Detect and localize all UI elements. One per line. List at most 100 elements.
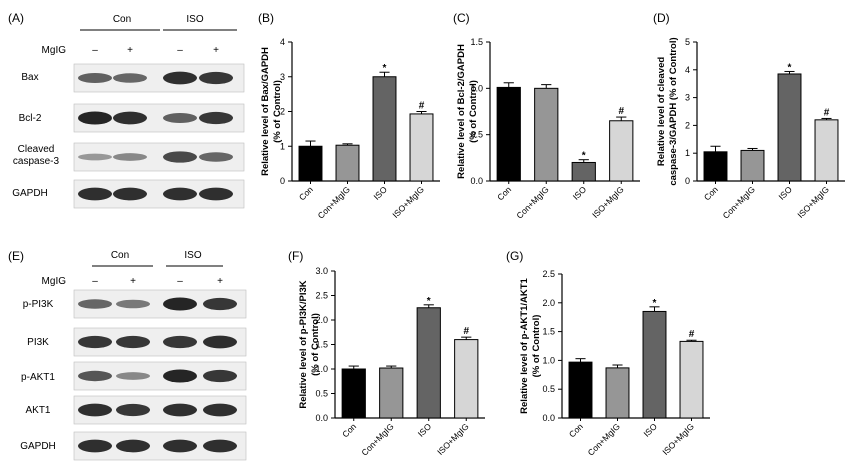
blot-panel-e: (E) Con ISO MgIG – + – + p-PI3K PI3K p-A… bbox=[8, 249, 247, 461]
blot-row-label-cleaved: Cleaved bbox=[18, 144, 55, 155]
blot-band bbox=[113, 73, 147, 83]
y-axis-label: Relative level of p-PI3K/PI3K bbox=[298, 280, 309, 408]
bar bbox=[605, 367, 630, 419]
blot-band bbox=[78, 335, 112, 349]
blot-band bbox=[78, 73, 112, 83]
group-header-iso: ISO bbox=[186, 14, 203, 25]
blot-band bbox=[163, 439, 197, 453]
x-tick-label: Con bbox=[567, 421, 585, 439]
blot-band bbox=[78, 403, 112, 417]
blot-band bbox=[199, 152, 233, 162]
lane-sign: – bbox=[177, 45, 183, 56]
x-tick-label: ISO+MgIG bbox=[660, 421, 696, 457]
bar bbox=[814, 119, 839, 182]
bar bbox=[335, 144, 360, 182]
bar-chart-d: (D) 0 1 2 3 4 5 Relative level of cleaved caspas… bbox=[653, 11, 845, 221]
y-tick-label: 5 bbox=[685, 37, 690, 47]
blot-band bbox=[78, 111, 112, 125]
blot-band bbox=[113, 111, 147, 125]
y-tick-label: 0.5 bbox=[470, 130, 483, 140]
blot-band bbox=[203, 403, 237, 417]
x-tick-label: Con bbox=[297, 184, 315, 202]
blot-band bbox=[78, 370, 112, 382]
y-tick-label: 4 bbox=[685, 65, 690, 75]
blot-row-label-caspase3: caspase-3 bbox=[13, 156, 60, 167]
bar-chart-g: (G) 0.0 0.5 1.0 1.5 2.0 2.5 Relative level of p… bbox=[506, 249, 710, 458]
x-tick-label: Con bbox=[702, 184, 720, 202]
blot-band bbox=[163, 71, 197, 85]
blot-row-label-bax: Bax bbox=[21, 72, 38, 83]
y-tick-label: 0 bbox=[685, 176, 690, 186]
x-tick-label: ISO+MgIG bbox=[795, 184, 831, 220]
significance-mark: * bbox=[653, 298, 657, 309]
y-tick-label: 0.0 bbox=[542, 413, 555, 423]
y-tick-label: 0.0 bbox=[470, 176, 483, 186]
bar bbox=[341, 368, 366, 419]
bar bbox=[534, 87, 559, 182]
blot-band bbox=[78, 299, 112, 309]
blot-band bbox=[199, 187, 233, 201]
blot-band bbox=[78, 153, 112, 161]
blot-band bbox=[203, 369, 237, 383]
panel-label: (G) bbox=[506, 249, 523, 263]
x-tick-label: Con bbox=[495, 184, 513, 202]
y-tick-label: 3 bbox=[280, 72, 285, 82]
y-tick-label: 4 bbox=[280, 37, 285, 47]
x-tick-label: ISO bbox=[371, 184, 389, 202]
x-tick-label: ISO+MgIG bbox=[590, 184, 626, 220]
significance-mark: # bbox=[463, 326, 469, 337]
y-tick-label: 1.5 bbox=[470, 37, 483, 47]
x-tick-label: ISO bbox=[776, 184, 794, 202]
treatment-label: MgIG bbox=[42, 45, 67, 56]
bar bbox=[679, 340, 704, 419]
significance-mark: * bbox=[582, 151, 586, 162]
blot-row-label-pi3k: PI3K bbox=[27, 337, 49, 348]
bar bbox=[372, 76, 397, 182]
blot-band bbox=[116, 335, 150, 349]
significance-mark: # bbox=[618, 106, 624, 117]
group-header-con: Con bbox=[111, 250, 129, 261]
y-axis-label: (% of Control) bbox=[272, 80, 283, 143]
bar-chart-f: (F) 0.0 0.5 1.0 1.5 2.0 2.5 3.0 Relative level o… bbox=[288, 249, 485, 458]
lane-sign: – bbox=[92, 45, 98, 56]
significance-mark: # bbox=[824, 107, 830, 118]
bar bbox=[703, 151, 728, 182]
blot-row-label-p-akt1: p-AKT1 bbox=[21, 372, 55, 383]
lane-sign: + bbox=[130, 276, 136, 287]
y-tick-label: 1.0 bbox=[542, 355, 555, 365]
y-tick-label: 3 bbox=[685, 93, 690, 103]
group-header-con: Con bbox=[113, 14, 131, 25]
y-tick-label: 2.5 bbox=[542, 269, 555, 279]
blot-band bbox=[199, 111, 233, 125]
y-axis-label: (% of Control) bbox=[531, 315, 542, 378]
bar bbox=[496, 86, 521, 182]
y-tick-label: 3.0 bbox=[315, 266, 328, 276]
y-tick-label: 1.5 bbox=[542, 327, 555, 337]
blot-band bbox=[163, 187, 197, 201]
blot-band bbox=[113, 187, 147, 201]
blot-row-label-akt1: AKT1 bbox=[25, 405, 50, 416]
bar bbox=[416, 307, 441, 419]
panel-label-e: (E) bbox=[8, 249, 24, 263]
blot-band bbox=[78, 187, 112, 201]
group-header-iso: ISO bbox=[184, 250, 201, 261]
x-tick-label: Con+MgIG bbox=[586, 421, 622, 457]
blot-panel-a: (A) Con ISO MgIG – + – + Bax Bcl-2 Cleav… bbox=[8, 11, 245, 209]
bar bbox=[409, 113, 434, 182]
bar bbox=[568, 361, 593, 419]
panel-label: (F) bbox=[288, 249, 303, 263]
y-tick-label: 2.0 bbox=[315, 315, 328, 325]
y-tick-label: 1.0 bbox=[470, 83, 483, 93]
x-tick-label: ISO+MgIG bbox=[390, 184, 426, 220]
y-tick-label: 1 bbox=[685, 148, 690, 158]
blot-band bbox=[203, 335, 237, 349]
significance-mark: # bbox=[689, 329, 695, 340]
x-tick-label: Con+MgIG bbox=[514, 184, 550, 220]
y-axis-label: Relative level of cleaved bbox=[656, 57, 667, 167]
bar bbox=[740, 149, 765, 182]
blot-band bbox=[163, 113, 197, 123]
y-tick-label: 2.0 bbox=[542, 298, 555, 308]
blot-row-label-gapdh: GAPDH bbox=[20, 441, 56, 452]
bar bbox=[642, 310, 667, 419]
